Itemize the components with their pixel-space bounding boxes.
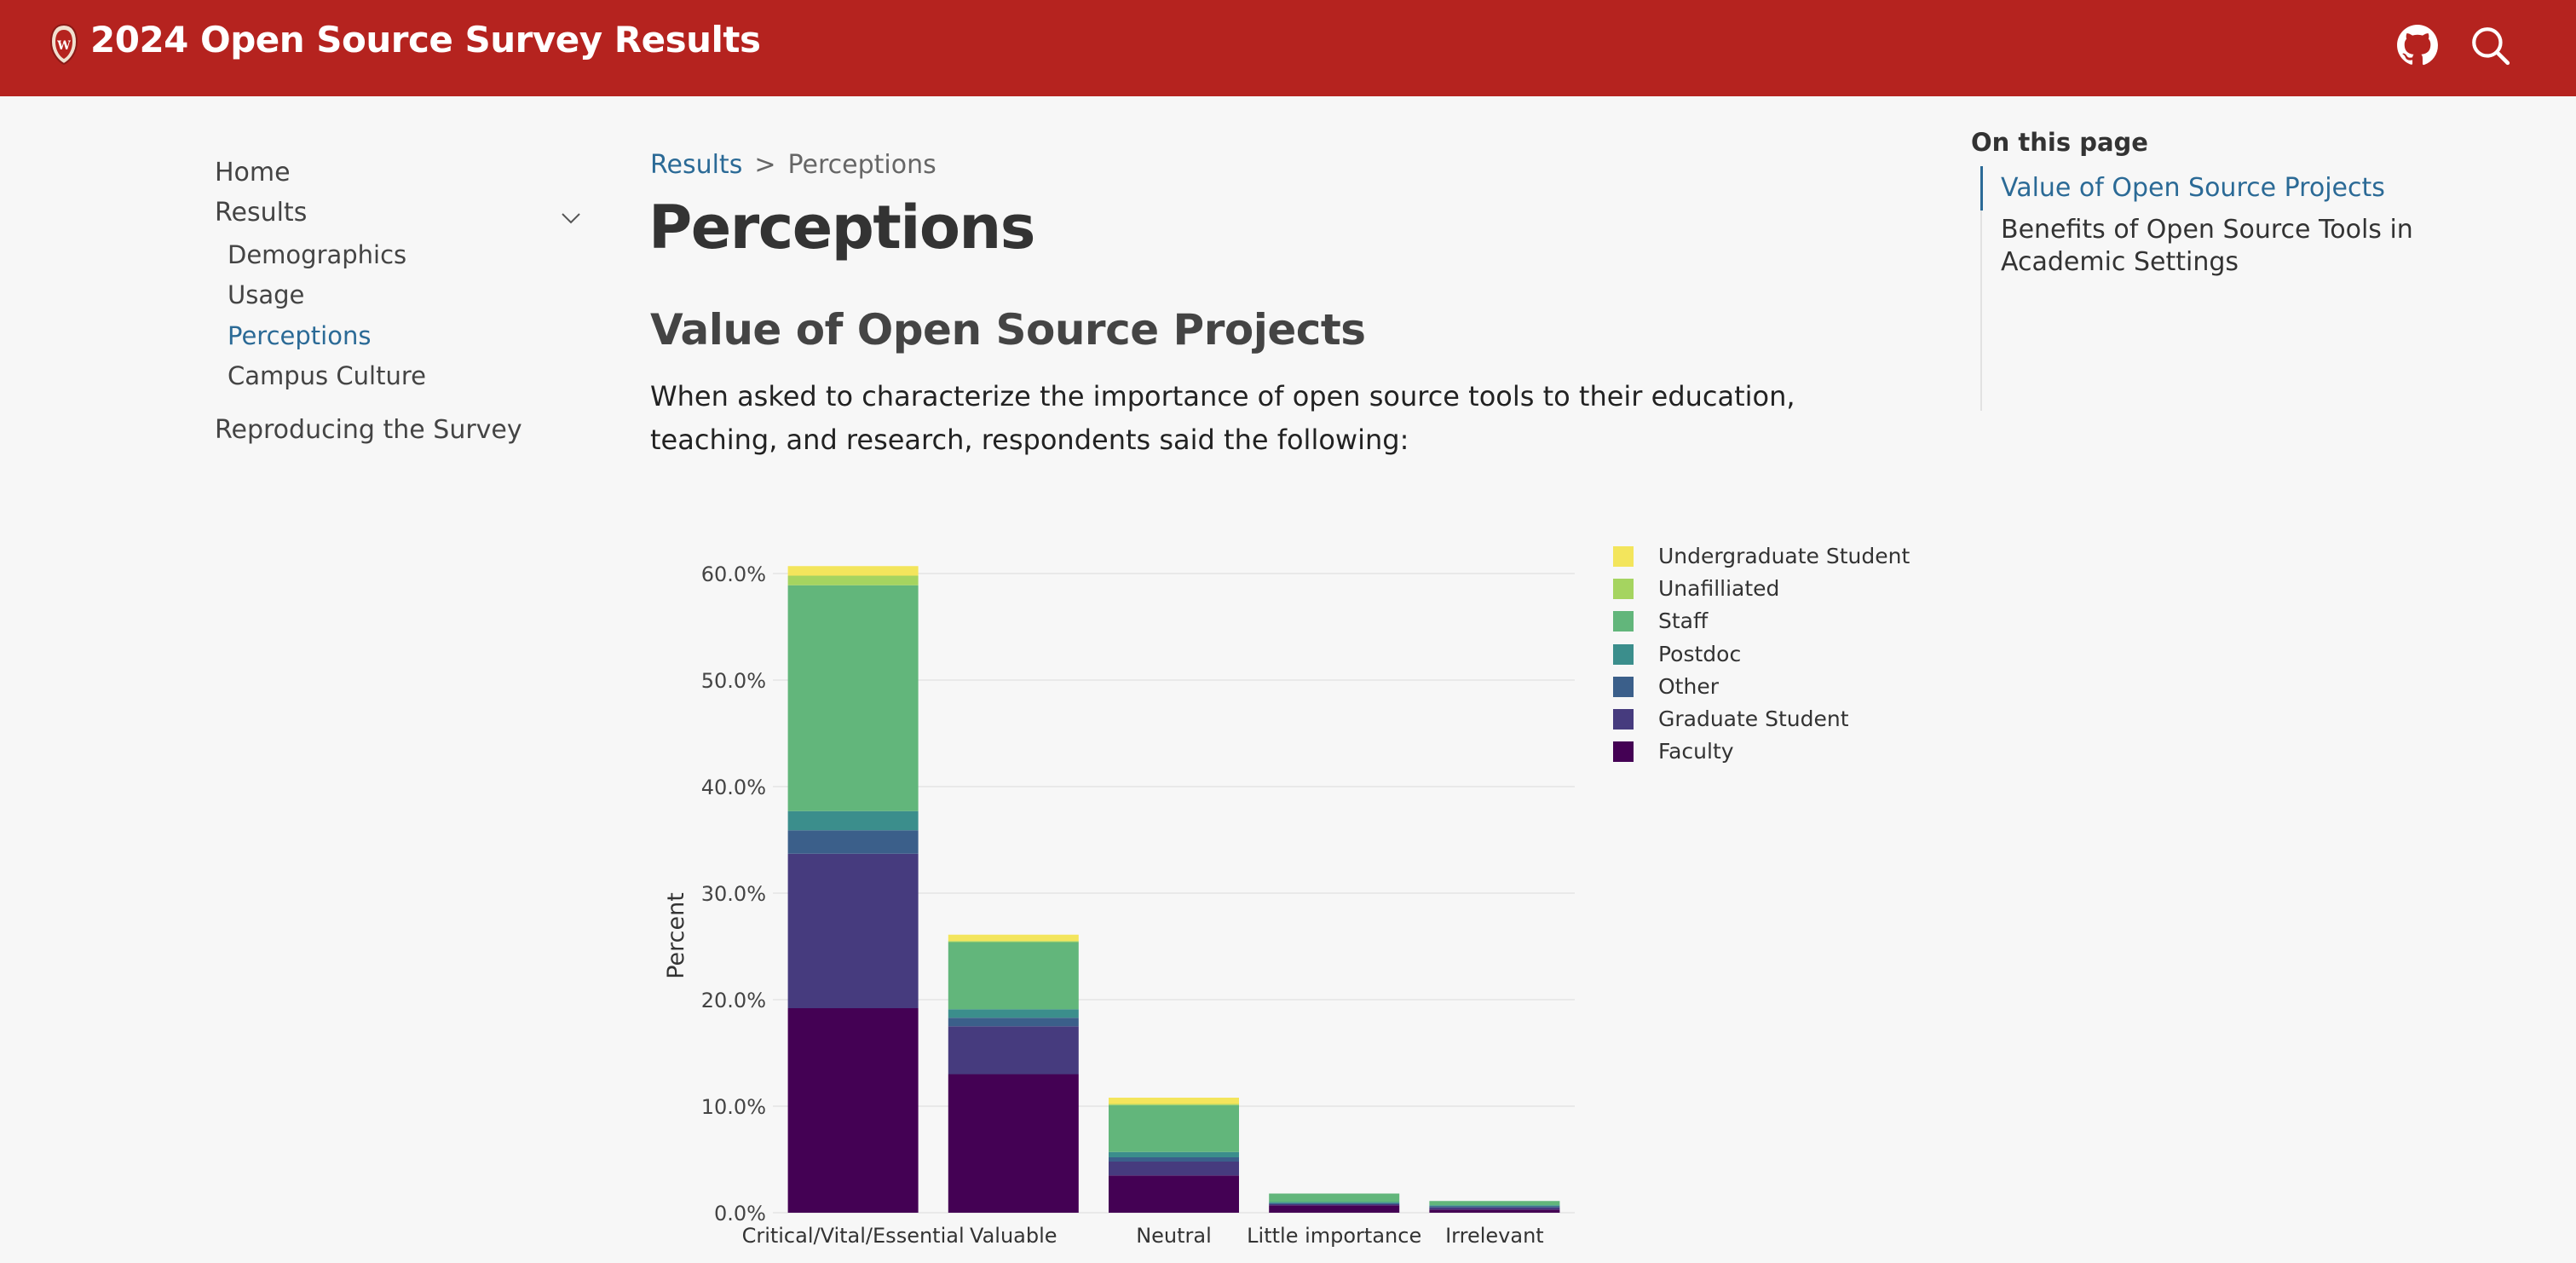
bar-segment [948,1074,1079,1213]
y-tick-label: 50.0% [701,669,766,693]
toc-active-indicator [1980,166,1983,210]
crest-logo-icon[interactable]: W [49,23,79,66]
bar-segment [1269,1202,1400,1203]
bar-segment [948,941,1079,943]
y-tick-label: 20.0% [701,989,766,1012]
bar-segment [787,830,919,854]
section-description: When asked to characterize the importanc… [650,380,1795,456]
x-tick-label: Valuable [970,1224,1057,1248]
legend-label: Staff [1658,608,1709,634]
bar-segment [1109,1104,1239,1105]
sidebar-item-results[interactable]: Results [215,198,308,228]
bar-segment [787,853,919,1008]
site-title[interactable]: 2024 Open Source Survey Results [90,19,761,61]
x-tick-label: Critical/Vital/Essential [742,1224,965,1248]
toc-divider [1980,210,1982,411]
sidebar-item-perceptions[interactable]: Perceptions [228,321,372,350]
y-tick-label: 30.0% [701,882,766,906]
legend-label: Postdoc [1658,641,1742,666]
x-tick-label: Irrelevant [1445,1224,1544,1248]
bar-segment [1269,1204,1400,1206]
legend-label: Other [1658,673,1719,699]
sidebar-item-campus-culture[interactable]: Campus Culture [228,361,426,390]
legend-label: Unafilliated [1658,576,1780,602]
legend-swatch [1613,709,1634,730]
breadcrumb-results-link[interactable]: Results [650,150,743,180]
bar-segment [1429,1205,1560,1207]
value-chart: 0.0% 10.0% 20.0% 30.0% 40.0% 50.0% 60.0% Percen… [648,528,1926,1263]
bar-segment [1429,1206,1560,1208]
bar-segment [1269,1202,1400,1204]
y-axis-label: Percent [663,892,689,979]
bar-segment [1429,1209,1560,1213]
y-tick-label: 40.0% [701,776,766,799]
page-title: Perceptions [648,193,1035,262]
section-title: Value of Open Source Projects [650,305,1366,355]
breadcrumb-separator: > [754,150,776,180]
sidebar-item-home[interactable]: Home [215,158,291,187]
toc-item-value[interactable]: Value of Open Source Projects [2001,173,2385,203]
bar-segment [1109,1151,1239,1157]
breadcrumb-current: Perceptions [787,150,936,180]
legend-swatch [1613,676,1634,697]
chevron-down-icon[interactable] [560,211,582,225]
y-tick-label: 10.0% [701,1095,766,1119]
legend-swatch [1613,741,1634,763]
bar-segment [1269,1205,1400,1213]
legend-label: Graduate Student [1658,706,1849,731]
bar-segment [948,1026,1079,1075]
bar-segment [1109,1098,1239,1104]
svg-text:W: W [56,39,71,53]
bar-segment [1429,1207,1560,1210]
x-tick-label: Neutral [1136,1224,1212,1248]
bar-segment [787,585,919,811]
x-tick-label: Little importance [1247,1224,1421,1248]
bar-segment [1429,1201,1560,1206]
bar-segment [1269,1193,1400,1202]
search-icon[interactable] [2469,24,2511,66]
bar-segment [1109,1104,1239,1152]
toc-item-benefits[interactable]: Benefits of Open Source Tools in Academi… [2001,215,2413,277]
bar-segment [1109,1162,1239,1176]
bar-segment [787,575,919,585]
breadcrumb: Results > Perceptions [650,150,936,180]
github-icon[interactable] [2396,24,2439,66]
bar-segment [787,810,919,831]
toc-heading: On this page [1971,128,2148,157]
y-tick-label: 0.0% [714,1202,766,1226]
legend-swatch [1613,611,1634,632]
legend-label: Faculty [1658,739,1734,764]
legend-swatch [1613,643,1634,665]
bar-segment [1109,1157,1239,1162]
sidebar-item-demographics[interactable]: Demographics [228,240,407,269]
legend-swatch [1613,546,1634,567]
legend-swatch [1613,579,1634,600]
stacked-bar-chart: 0.0% 10.0% 20.0% 30.0% 40.0% 50.0% 60.0% Percen… [663,562,1575,1248]
legend-label: Undergraduate Student [1658,544,1910,568]
sidebar-item-reproducing[interactable]: Reproducing the Survey [215,415,522,445]
bar-segment [787,1008,919,1213]
top-navbar: W 2024 Open Source Survey Results [0,0,2576,96]
bar-segment [948,934,1079,942]
bar-segment [1109,1175,1239,1213]
bar-segment [948,1018,1079,1027]
y-tick-label: 60.0% [701,562,766,586]
bar-segment [787,566,919,576]
sidebar-item-usage[interactable]: Usage [228,280,305,309]
bar-segment [948,942,1079,1010]
bar-segment [948,1009,1079,1018]
